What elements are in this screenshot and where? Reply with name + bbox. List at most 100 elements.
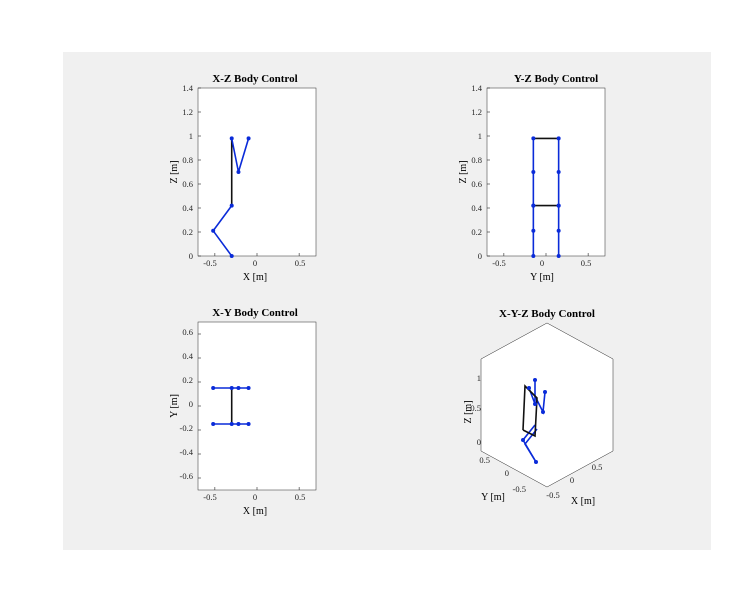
xy-y-tick: -0.4	[180, 447, 194, 457]
xz-y-tick: 0.4	[182, 203, 193, 213]
yz-y-tick: 0.8	[471, 155, 482, 165]
xy-joint-point	[246, 422, 251, 426]
xy-x-ticks: -0.5 0 0.5	[203, 492, 305, 502]
xyz-zlabel: Z [m]	[463, 400, 474, 423]
yz-joint-point	[531, 203, 536, 208]
xz-joint-point	[229, 136, 234, 141]
xyz-z-tick: 0	[477, 437, 481, 447]
xy-axes-box	[197, 321, 317, 491]
xy-joint-point	[211, 386, 216, 390]
xz-joint-point	[229, 203, 234, 208]
yz-ylabel: Z [m]	[458, 160, 469, 183]
xyz-leg-lower	[524, 428, 538, 463]
yz-y-tick: 0.2	[471, 227, 482, 237]
xyz-plot: X-Y-Z Body Control 1 0.5 0 0.5 0 -0.5 -0…	[463, 308, 614, 507]
xz-y-ticks: 0 0.2 0.4 0.6 0.8 1 1.2 1.4	[182, 83, 193, 261]
xy-xlabel: X [m]	[243, 506, 267, 517]
xyz-joint	[527, 386, 531, 390]
xyz-joint	[543, 390, 547, 394]
xy-joint-point	[229, 386, 234, 390]
xy-x-tick: 0	[253, 492, 257, 502]
xz-y-tick: 0.2	[182, 227, 193, 237]
yz-joint-point	[556, 203, 561, 208]
xyz-z-tick: 1	[477, 373, 481, 383]
xyz-z-tick: 0.5	[470, 403, 481, 413]
yz-y-tick: 0.4	[471, 203, 482, 213]
xy-y-tick: -0.6	[180, 471, 193, 481]
xyz-x-tick: 0.5	[592, 462, 603, 472]
yz-joint-point	[531, 136, 536, 141]
xyz-joint	[521, 438, 525, 442]
xy-x-tick: -0.5	[203, 492, 216, 502]
xyz-y-tick: -0.5	[513, 484, 526, 494]
xy-y-tick: 0	[189, 399, 193, 409]
xz-joint-point	[211, 228, 216, 233]
xz-y-tick: 0	[189, 251, 193, 261]
yz-xlabel: Y [m]	[530, 272, 554, 283]
xz-title: X-Z Body Control	[212, 73, 297, 85]
xy-y-tick: -0.2	[180, 423, 193, 433]
yz-joint-point	[531, 254, 536, 258]
xy-joint-point	[236, 422, 241, 426]
yz-joint-point	[531, 228, 536, 233]
xz-x-tick: 0	[253, 258, 257, 268]
yz-x-tick: 0	[540, 258, 544, 268]
xy-y-tick: 0.4	[182, 351, 193, 361]
xz-joint-point	[229, 254, 234, 258]
yz-joint-point	[556, 136, 561, 141]
xz-plot: X-Z Body Control -0.5 0 0.5 0 0.2 0.4 0.…	[169, 73, 317, 283]
xy-x-tick: 0.5	[295, 492, 306, 502]
yz-joint-point	[556, 170, 561, 174]
xz-y-tick: 1.2	[182, 107, 193, 117]
xy-joint-point	[211, 422, 216, 426]
figure-panel: X-Z Body Control -0.5 0 0.5 0 0.2 0.4 0.…	[63, 52, 711, 550]
xyz-y-tick: 0	[505, 468, 509, 478]
xy-series	[198, 333, 300, 490]
xz-xlabel: X [m]	[243, 272, 267, 283]
xyz-x-tick: -0.5	[546, 490, 559, 500]
xyz-skeleton	[521, 378, 547, 464]
xyz-y-tick: 0.5	[479, 455, 490, 465]
xyz-title: X-Y-Z Body Control	[499, 308, 595, 320]
xyz-xlabel: X [m]	[571, 496, 595, 507]
yz-joint-point	[556, 254, 561, 258]
yz-y-tick: 1.4	[471, 83, 482, 93]
yz-x-tick: -0.5	[492, 258, 505, 268]
xz-joint-point	[246, 136, 251, 141]
xyz-joint	[533, 378, 537, 382]
xy-joint-point	[246, 386, 251, 390]
xz-x-ticks: -0.5 0 0.5	[203, 258, 305, 268]
xy-y-tick: 0.2	[182, 375, 193, 385]
yz-title: Y-Z Body Control	[514, 73, 598, 85]
xyz-body	[522, 384, 538, 438]
yz-x-ticks: -0.5 0 0.5	[492, 258, 591, 268]
xy-ylabel: Y [m]	[169, 394, 180, 418]
xz-y-tick: 1	[189, 131, 193, 141]
xy-joint-point	[236, 386, 241, 390]
yz-axes-box	[486, 87, 606, 257]
yz-series	[487, 87, 589, 258]
xz-axes-box	[197, 87, 317, 257]
xy-plot: X-Y Body Control -0.5 0 0.5 -0.6 -0.4 -0…	[169, 307, 317, 517]
yz-y-tick: 1	[478, 131, 482, 141]
yz-plot: Y-Z Body Control -0.5 0 0.5 0 0.2 0.4 0.…	[458, 73, 606, 283]
xy-joint-point	[229, 422, 234, 426]
xz-series	[198, 87, 300, 258]
yz-x-tick: 0.5	[581, 258, 592, 268]
yz-joint-point	[556, 228, 561, 233]
xz-y-tick: 1.4	[182, 83, 193, 93]
figure-canvas: X-Z Body Control -0.5 0 0.5 0 0.2 0.4 0.…	[169, 73, 614, 517]
xy-y-tick: 0.6	[182, 327, 193, 337]
yz-y-tick: 0	[478, 251, 482, 261]
xyz-joint	[541, 410, 545, 414]
xz-ylabel: Z [m]	[169, 160, 180, 183]
xy-y-ticks: -0.6 -0.4 -0.2 0 0.2 0.4 0.6	[180, 327, 194, 481]
xyz-x-tick: 0	[570, 475, 574, 485]
xz-x-tick: 0.5	[295, 258, 306, 268]
xz-y-tick: 0.6	[182, 179, 193, 189]
yz-joint-point	[531, 170, 536, 174]
xz-y-tick: 0.8	[182, 155, 193, 165]
xyz-joint	[534, 460, 538, 464]
xz-joint-point	[236, 170, 241, 174]
xyz-joint	[533, 402, 537, 406]
